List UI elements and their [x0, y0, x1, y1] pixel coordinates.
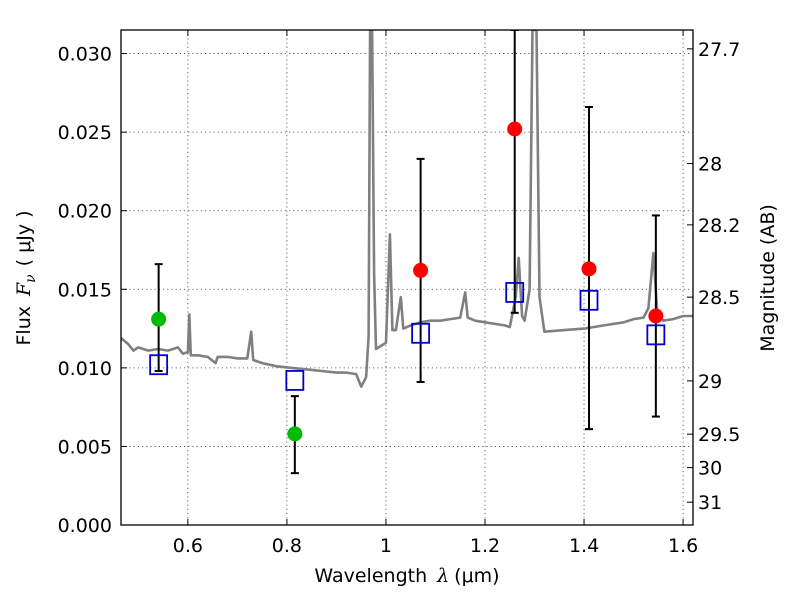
x-tick-label: 1.4 — [569, 535, 599, 557]
model-photometry-point — [149, 354, 169, 376]
model-photometry-point — [579, 289, 599, 311]
model-spectrum-line — [121, 30, 693, 388]
y-axis-label-subscript: ν — [23, 274, 39, 283]
model-photometry-point — [646, 324, 666, 346]
markers-layer — [149, 121, 666, 442]
y-tick-label: 0.000 — [58, 515, 112, 537]
y-axis-label-symbol: F — [13, 282, 35, 297]
x-tick-label: 0.8 — [272, 535, 302, 557]
plot-data-area — [121, 30, 693, 475]
upper-point — [413, 262, 429, 278]
y-axis-label: Flux Fν ( μJy ) — [13, 210, 39, 345]
y-tick-label: 0.010 — [58, 358, 112, 380]
y-tick-label: 0.025 — [58, 122, 112, 144]
right-tick-label: 29 — [698, 371, 722, 393]
x-axis-label-text: Wavelength — [314, 565, 427, 587]
upper-point — [507, 121, 523, 137]
model-spectrum-layer — [121, 30, 693, 388]
grid-lines — [121, 30, 693, 526]
model-photometry-point — [285, 370, 305, 391]
x-axis-label-unit: (μm) — [454, 565, 499, 587]
axis-ticks: 0.6 0.8 1 1.2 1.4 1.6 0.000 0.005 0.010 0.015 0.02… — [58, 30, 740, 557]
x-tick-label: 1.6 — [668, 535, 698, 557]
detected-point — [287, 426, 303, 442]
right-tick-label: 29.5 — [698, 424, 740, 446]
y-tick-label: 0.015 — [58, 279, 112, 301]
upper-point — [648, 308, 664, 324]
upper-point — [581, 261, 597, 277]
x-tick-label: 1 — [380, 535, 392, 557]
x-axis-label-symbol: λ — [436, 565, 449, 587]
right-tick-label: 31 — [698, 492, 722, 514]
error-bars-layer — [154, 30, 660, 475]
y-tick-label: 0.030 — [58, 44, 112, 66]
x-tick-label: 0.6 — [173, 535, 203, 557]
y-axis-label-unit: ( μJy ) — [13, 210, 35, 266]
plot-frame — [120, 29, 694, 526]
x-axis-label: Wavelength λ (μm) — [314, 565, 499, 587]
y-tick-label: 0.020 — [58, 201, 112, 223]
right-tick-label: 27.7 — [698, 39, 740, 61]
right-tick-label: 28.5 — [698, 287, 740, 309]
model-photometry-point — [411, 322, 431, 344]
right-tick-label: 28 — [698, 154, 722, 176]
model-photometry-point — [505, 282, 525, 303]
y-tick-label: 0.005 — [58, 436, 112, 458]
right-tick-label: 30 — [698, 458, 722, 480]
right-tick-label: 28.2 — [698, 215, 740, 237]
right-axis-label: Magnitude (AB) — [757, 204, 779, 352]
detected-point — [151, 311, 167, 327]
y-axis-label-text: Flux — [13, 306, 35, 346]
x-tick-label: 1.2 — [470, 535, 500, 557]
